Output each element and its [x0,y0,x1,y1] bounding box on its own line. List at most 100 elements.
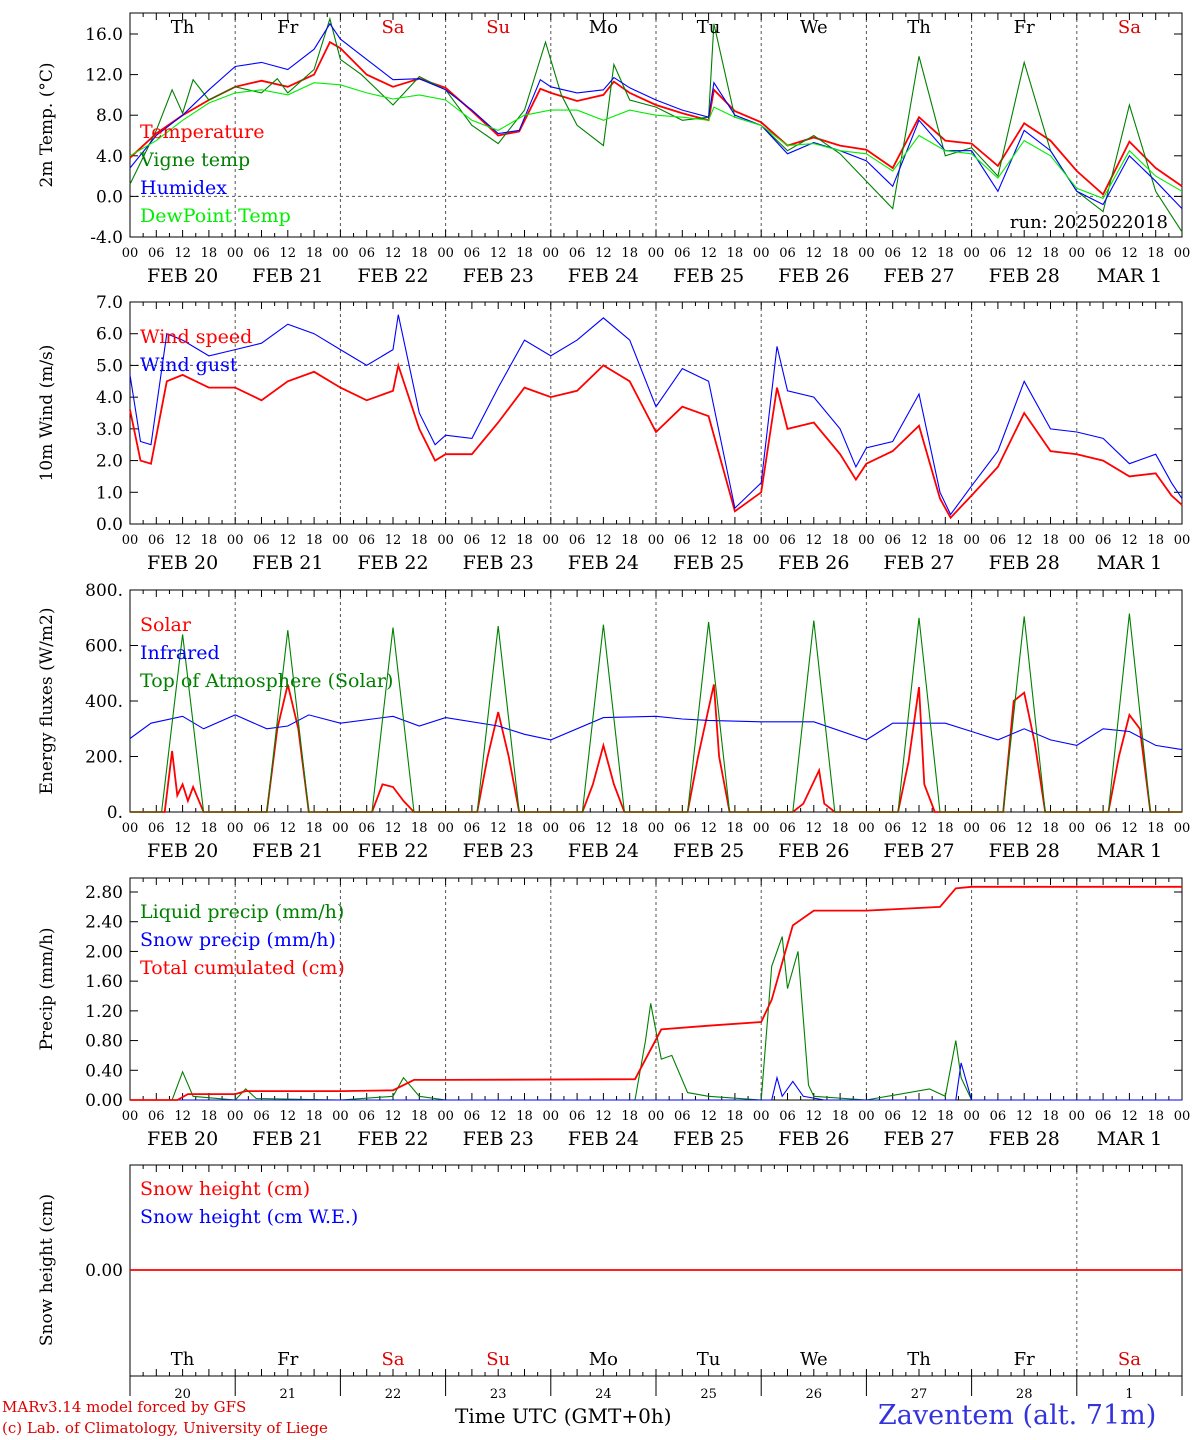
date-label: FEB 27 [883,265,954,287]
hour-tick-label: 12 [385,1109,402,1124]
run-label: run: 2025022018 [1010,212,1168,233]
hour-tick-label: 00 [1174,1109,1191,1124]
weekday-label: Mo [589,17,618,38]
hour-tick-label: 06 [569,533,586,548]
hour-tick-label: 06 [1095,246,1112,261]
y-tick-label: 12.0 [85,66,123,86]
legend-entry: Snow precip (mm/h) [140,929,336,951]
hour-tick-label: 06 [779,821,796,836]
hour-tick-label: 06 [464,246,481,261]
hour-tick-label: 18 [201,821,218,836]
hour-tick-label: 12 [1016,533,1033,548]
hour-tick-label: 12 [595,533,612,548]
hour-tick-label: 18 [621,246,638,261]
hour-tick-label: 00 [227,533,244,548]
date-label: FEB 20 [147,840,218,862]
location-label: Zaventem (alt. 71m) [878,1400,1157,1431]
hour-tick-label: 06 [569,1109,586,1124]
hour-tick-label: 18 [832,821,849,836]
legend-entry: Temperature [140,121,264,143]
y-tick-label: 2.40 [85,913,123,933]
y-tick-label: 800. [85,581,123,601]
hour-tick-label: 18 [1147,821,1164,836]
date-label: FEB 28 [989,1128,1060,1150]
weekday-label: Su [486,1349,510,1370]
hour-tick-label: 06 [779,533,796,548]
hour-tick-label: 00 [543,246,560,261]
hour-tick-label: 18 [832,1109,849,1124]
hour-tick-label: 00 [332,821,349,836]
panel-1 [129,12,1183,238]
date-label: FEB 27 [883,1128,954,1150]
hour-tick-label: 18 [411,1109,428,1124]
hour-tick-label: 00 [858,533,875,548]
date-label: FEB 23 [463,552,534,574]
y-axis-label: 10m Wind (m/s) [37,345,57,482]
hour-tick-label: 18 [201,533,218,548]
date-label: FEB 25 [673,1128,744,1150]
hour-tick-label: 12 [1016,821,1033,836]
weekday-label: Sa [1118,17,1141,38]
panel-4 [129,877,1183,1101]
date-label: FEB 22 [357,552,428,574]
y-tick-label: 5.0 [96,356,123,376]
hour-tick-label: 18 [516,246,533,261]
day-number-label: 23 [490,1387,507,1402]
hour-tick-label: 18 [306,821,323,836]
legend-entry: Solar [140,614,192,636]
weekday-label: Th [171,1349,195,1370]
series-line [130,1062,1182,1101]
hour-tick-label: 12 [385,821,402,836]
date-label: FEB 27 [883,552,954,574]
y-tick-label: 2.00 [85,942,123,962]
hour-tick-label: 18 [1042,246,1059,261]
date-label: FEB 23 [463,840,534,862]
hour-tick-label: 00 [1069,821,1086,836]
hour-tick-label: 18 [201,246,218,261]
hour-tick-label: 00 [753,246,770,261]
y-tick-label: 6.0 [96,325,123,345]
hour-tick-label: 12 [490,1109,507,1124]
y-tick-label: 400. [85,692,123,712]
y-axis-label: 2m Temp. (°C) [37,62,57,187]
hour-tick-label: 00 [753,533,770,548]
date-label: FEB 22 [357,265,428,287]
hour-tick-label: 06 [884,246,901,261]
hour-tick-label: 00 [648,246,665,261]
date-label: FEB 25 [673,840,744,862]
hour-tick-label: 18 [727,246,744,261]
date-label: FEB 25 [673,265,744,287]
hour-tick-label: 18 [937,246,954,261]
hour-tick-label: 06 [779,1109,796,1124]
weekday-label: Tu [697,17,721,38]
hour-tick-label: 00 [437,1109,454,1124]
hour-tick-label: 12 [806,821,823,836]
day-number-label: 1 [1125,1387,1133,1402]
hour-tick-label: 12 [806,1109,823,1124]
y-tick-label: 0.80 [85,1032,123,1052]
hour-tick-label: 00 [1174,246,1191,261]
legend-entry: Liquid precip (mm/h) [140,901,344,923]
y-tick-label: -4.0 [90,228,123,248]
hour-tick-label: 00 [963,1109,980,1124]
hour-tick-label: 00 [543,821,560,836]
weekday-label: Fr [1014,17,1035,38]
legend-entry: Total cumulated (cm) [140,957,345,979]
weekday-label: Sa [381,1349,404,1370]
hour-tick-label: 06 [674,533,691,548]
date-label: MAR 1 [1097,1128,1163,1150]
date-label: FEB 22 [357,840,428,862]
date-label: FEB 26 [778,265,849,287]
hour-tick-label: 12 [490,533,507,548]
hour-tick-label: 00 [753,821,770,836]
hour-tick-label: 18 [306,1109,323,1124]
series-line [129,314,1183,516]
hour-tick-label: 12 [1121,246,1138,261]
hour-tick-label: 18 [516,533,533,548]
hour-tick-label: 06 [253,821,270,836]
y-tick-label: 4.0 [96,388,123,408]
hour-tick-label: 06 [884,533,901,548]
y-axis-label: Precip (mm/h) [37,927,57,1050]
legend-entry: Vigne temp [139,149,250,171]
hour-tick-label: 06 [148,533,165,548]
